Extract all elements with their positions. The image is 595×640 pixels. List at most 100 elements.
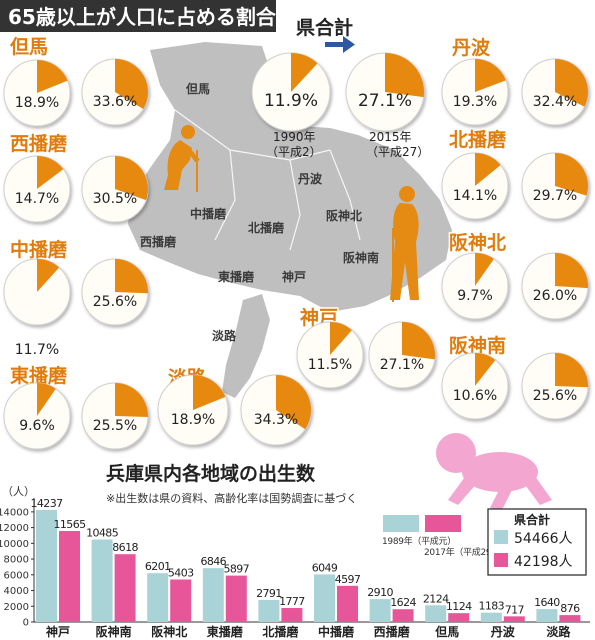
bar-value-label: 876 xyxy=(560,602,580,615)
pie-tamba-2015-slice xyxy=(555,59,588,107)
bar-2017 xyxy=(392,609,414,622)
bar-2017 xyxy=(448,613,470,622)
category-label: 阪神南 xyxy=(96,624,132,639)
legend-total-1989: 54466人 xyxy=(514,531,573,547)
bar-value-label: 14237 xyxy=(31,497,64,510)
bar-value-label: 2124 xyxy=(423,592,449,605)
legend-label-1989: 1989年（平成元） xyxy=(382,535,456,547)
map-label-awaji: 淡路 xyxy=(212,328,237,343)
y-tick-label: 14000 xyxy=(0,507,29,518)
pie-kobe-1990: 11.5% xyxy=(296,321,364,389)
category-labels: 神戸 阪神南 阪神北 東播磨 北播磨 中播磨 西播磨 但馬 丹波 淡路 xyxy=(46,624,571,639)
pie-nakaharima-1990-value: 11.7% xyxy=(15,342,59,358)
map-label-tajima: 但馬 xyxy=(185,81,210,96)
legend-swatch-1989 xyxy=(383,515,419,532)
pie-tajima-2015-slice xyxy=(115,59,148,109)
pie-tajima-1990-value: 18.9% xyxy=(15,95,59,111)
y-tick-label: 12000 xyxy=(0,523,29,534)
pie-prefecture-total-2015: 27.1% xyxy=(345,52,425,132)
bar-value-label: 11565 xyxy=(54,518,87,531)
map-label-hanshinkita: 阪神北 xyxy=(326,208,362,223)
pie-tamba-1990-value: 19.3% xyxy=(453,94,497,110)
region-heading-nakaharima: 中播磨 xyxy=(10,238,67,261)
pie-nishiharima-1990-slice xyxy=(37,156,64,189)
bar-1989 xyxy=(147,573,169,622)
bar-value-label: 2791 xyxy=(256,587,282,600)
region-heading-hanshinkita: 阪神北 xyxy=(449,231,506,254)
pie-prefecture-total-2015-value: 27.1% xyxy=(358,91,412,111)
bar-value-label: 8618 xyxy=(112,541,138,554)
pie-nishiharima-1990: 14.7% xyxy=(3,155,71,223)
pie-year-captions: 1990年 （平成2） 2015年 （平成27） xyxy=(266,130,429,159)
pie-kitaharima-2015: 29.7% xyxy=(521,152,589,220)
y-tick-label: 2000 xyxy=(4,602,29,613)
legend-swatch-2017 xyxy=(425,515,461,532)
pie-awaji-2015-slice xyxy=(276,375,311,430)
pie-kobe-2015-slice xyxy=(402,322,435,360)
pie-higashiharima-2015-slice xyxy=(115,383,148,418)
page-title: 65歳以上が人口に占める割合 xyxy=(8,5,277,29)
pie-kobe-1990-slice xyxy=(330,322,352,355)
bar-value-label: 1777 xyxy=(279,595,305,608)
category-label: 中播磨 xyxy=(318,624,354,639)
aging-pies: 18.9% 33.6% 19.3% 32.4% 14.7% 30.5% 14.1% 29.7%… xyxy=(3,52,589,450)
legend-total-swatch-1989 xyxy=(494,530,508,544)
pie-prefecture-total-2015-slice xyxy=(385,53,424,98)
region-heading-tajima: 但馬 xyxy=(10,35,48,58)
legend-total-title: 県合計 xyxy=(514,512,550,527)
pie-hanshinkita-1990-slice xyxy=(475,253,494,286)
category-label: 神戸 xyxy=(46,624,70,639)
pie-nishiharima-2015-slice xyxy=(115,156,149,201)
bar-2017 xyxy=(59,531,80,622)
y-tick-label: 10000 xyxy=(0,539,29,550)
bars: 1423711565104858618620154036846589727911… xyxy=(31,497,581,622)
legend-label-2017-text: 2017年（平成29） xyxy=(424,546,500,558)
region-heading-nishiharima: 西播磨 xyxy=(10,132,67,155)
bar-value-label: 1624 xyxy=(390,596,416,609)
pie-nakaharima-1990: 11.7% xyxy=(3,258,71,358)
pie-awaji-1990: 18.9% xyxy=(157,374,229,446)
pie-prefecture-total-1990: 11.9% xyxy=(251,52,331,132)
pie-hanshinkita-2015-value: 26.0% xyxy=(533,288,577,304)
y-tick-label: 4000 xyxy=(4,586,29,597)
pie-nakaharima-2015: 25.6% xyxy=(81,258,149,326)
chart-subtitle: ※出生数は県の資料、高齢化率は国勢調査に基づく xyxy=(106,491,357,505)
pie-hanshinminami-1990-slice xyxy=(475,353,496,386)
map-label-tamba: 丹波 xyxy=(298,171,323,186)
map-label-nakaharima: 中播磨 xyxy=(190,206,226,221)
pie-awaji-2015: 34.3% xyxy=(240,374,312,446)
pie-kitaharima-1990-value: 14.1% xyxy=(453,188,497,204)
pie-kitaharima-1990: 14.1% xyxy=(441,152,509,220)
pie-awaji-2015-value: 34.3% xyxy=(254,412,298,428)
legend-total-2017: 42198人 xyxy=(514,554,573,570)
pie-hanshinkita-1990: 9.7% xyxy=(441,252,509,320)
pie-kobe-2015-value: 27.1% xyxy=(380,357,424,373)
pie-hanshinminami-2015-slice xyxy=(555,353,588,388)
pie-nishiharima-1990-value: 14.7% xyxy=(15,191,59,207)
year-2015-era-label: （平成27） xyxy=(366,145,429,159)
bar-1989 xyxy=(480,612,502,622)
pie-tajima-1990: 18.9% xyxy=(3,59,71,127)
legend-total-swatch-2017 xyxy=(494,553,508,567)
map-label-higashiharima: 東播磨 xyxy=(218,269,254,284)
pie-hanshinminami-2015: 25.6% xyxy=(521,352,589,420)
category-label: 丹波 xyxy=(491,624,516,639)
map-mainland xyxy=(128,42,452,312)
pie-nakaharima-1990-slice xyxy=(37,259,60,292)
bar-2017 xyxy=(225,575,247,622)
map-label-nishiharima: 西播磨 xyxy=(140,234,176,249)
bar-value-label: 1640 xyxy=(534,596,560,609)
bar-value-label: 10485 xyxy=(86,527,119,540)
map-labels: 但馬 丹波 中播磨 北播磨 阪神北 西播磨 東播磨 神戸 阪神南 淡路 xyxy=(140,81,379,343)
pie-hanshinminami-1990-value: 10.6% xyxy=(453,388,497,404)
pie-tamba-1990-slice xyxy=(475,59,506,92)
bar-value-label: 717 xyxy=(505,603,525,616)
bar-1989 xyxy=(369,599,391,622)
bar-value-label: 5897 xyxy=(223,563,249,576)
pie-tamba-1990: 19.3% xyxy=(441,58,509,126)
pie-nakaharima-2015-slice xyxy=(115,259,148,294)
baby-icon xyxy=(436,433,552,510)
bar-2017 xyxy=(281,608,303,622)
legend-label-2017: 2017年（平成29） xyxy=(424,546,500,558)
